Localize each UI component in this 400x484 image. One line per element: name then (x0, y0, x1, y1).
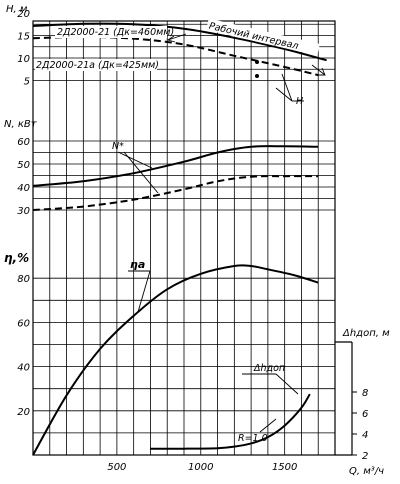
chart-grid (33, 21, 335, 455)
npsh-series-0-line (150, 393, 311, 450)
x-tick-label: 1500 (272, 462, 297, 473)
npsh-axis-title: Δhдоп, м (342, 328, 390, 339)
power-curve-label: N* (112, 141, 124, 152)
efficiency-y-tick-label: 80 (17, 274, 30, 285)
power-y-tick-label: 30 (17, 206, 30, 217)
power-y-tick-label: 50 (17, 160, 30, 171)
x-tick-label: 1000 (188, 462, 213, 473)
npsh-curve-label: Δhдоп (253, 363, 285, 374)
npsh-y-tick-label: 8 (362, 388, 368, 399)
head-series-label-solid: 2Д2000-21 (Дк=460мм) (57, 27, 174, 38)
x-tick-label: 500 (107, 462, 126, 473)
head-y-tick-label: 20 (17, 9, 30, 20)
head-y-tick-label: 10 (17, 54, 30, 65)
power-series-0-line (32, 145, 319, 187)
interval-marker-top (255, 60, 259, 64)
npsh-r-leader (259, 418, 277, 433)
efficiency-y-tick-label: 40 (17, 363, 30, 374)
efficiency-y-tick-label: 20 (17, 407, 30, 418)
chart-curves (32, 22, 327, 456)
efficiency-label-leader (137, 270, 151, 313)
npsh-r-label: R=1,0 (238, 433, 268, 444)
head-axis-title: H, м (6, 4, 28, 15)
head-y-tick-label: 15 (17, 32, 30, 43)
power-label-leaders (117, 151, 159, 194)
tick-labels: 500 1000 1500 5 10 15 20 30 40 50 60 20 40 60 80 2 4 6 8 (17, 9, 368, 473)
x-axis-title: Q, м³/ч (349, 466, 384, 477)
power-series-1-line (32, 175, 319, 211)
efficiency-series-0-line (32, 264, 319, 456)
efficiency-y-tick-label: 60 (17, 318, 30, 329)
chart-frame (32, 20, 336, 456)
npsh-y-tick-label: 4 (362, 430, 368, 441)
head-curve-label: H (296, 96, 303, 107)
power-axis-title: N, кВт (4, 119, 38, 130)
npsh-y-tick-label: 2 (362, 451, 368, 462)
head-series-label-dashed: 2Д2000-21а (Дк=425мм) (36, 60, 159, 71)
working-interval-arrow-left (166, 33, 187, 43)
working-interval-bg (206, 18, 320, 56)
npsh-y-tick-label: 6 (362, 409, 368, 420)
head-series-0-line (32, 22, 327, 62)
head-label-bg-2 (35, 59, 157, 71)
power-y-tick-label: 60 (17, 137, 30, 148)
power-y-tick-label: 40 (17, 183, 30, 194)
head-y-tick-label: 5 (24, 77, 30, 88)
head-label-leaders (275, 73, 293, 102)
efficiency-curve-label: ηа (130, 258, 145, 271)
interval-marker-bottom (255, 74, 259, 78)
head-label-bg-1 (55, 26, 167, 38)
efficiency-axis-title: η,% (4, 251, 29, 265)
working-interval-arrow-right (311, 64, 326, 76)
npsh-label-leader (275, 373, 299, 395)
